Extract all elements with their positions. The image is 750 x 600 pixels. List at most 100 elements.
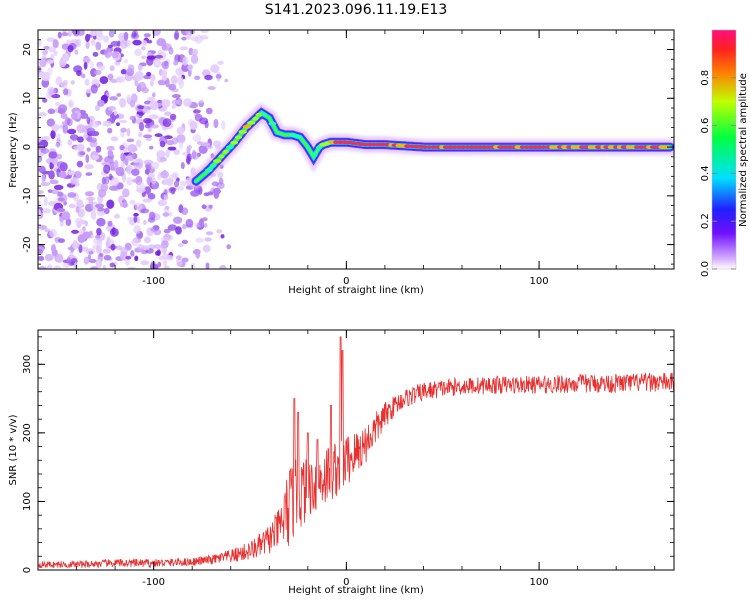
noise-blob xyxy=(202,244,211,253)
noise-blob xyxy=(149,100,159,109)
noise-blob xyxy=(210,64,220,73)
y-tick-label: 300 xyxy=(22,355,33,374)
ridge-peak xyxy=(205,168,213,173)
noise-blob xyxy=(133,212,139,217)
x-tick-label: 0 xyxy=(343,577,349,588)
noise-blob xyxy=(53,184,64,190)
noise-blob xyxy=(167,224,177,231)
noise-blob xyxy=(110,136,119,142)
y-tick-label: 200 xyxy=(22,423,33,442)
noise-blob xyxy=(47,86,56,96)
noise-blob xyxy=(107,220,113,227)
noise-blob xyxy=(38,266,47,269)
noise-blob xyxy=(38,249,44,255)
colorbar-label: Normalized spectral amplitude xyxy=(738,73,749,227)
noise-blob xyxy=(219,265,227,269)
noise-blob xyxy=(102,248,111,254)
noise-blob xyxy=(146,71,152,77)
noise-blob xyxy=(38,255,45,261)
noise-blob xyxy=(120,152,126,162)
noise-blob xyxy=(103,254,112,261)
noise-blob xyxy=(152,92,156,98)
noise-blob xyxy=(109,96,118,101)
noise-blob xyxy=(162,259,168,266)
noise-blob xyxy=(192,134,202,142)
noise-blob xyxy=(119,119,128,124)
noise-blob xyxy=(114,160,119,169)
noise-blob xyxy=(92,154,100,161)
noise-blob xyxy=(173,180,180,188)
noise-blob xyxy=(67,192,77,198)
noise-blob xyxy=(50,130,56,140)
ridge-peak xyxy=(226,145,234,150)
noise-blob xyxy=(185,218,194,228)
noise-blob xyxy=(194,75,201,81)
colorbar-ticks: 0.0 0.2 0.4 0.6 0.8 xyxy=(700,70,736,277)
y-tick-label: 0 xyxy=(22,144,33,150)
noise-blob xyxy=(132,39,142,46)
noise-blob xyxy=(153,59,162,68)
noise-blob xyxy=(67,139,73,146)
ridge-peak xyxy=(434,145,441,150)
ridge-peak xyxy=(587,145,594,150)
noise-blob xyxy=(76,199,84,209)
noise-blob xyxy=(205,231,214,236)
noise-blob xyxy=(108,173,113,181)
noise-blob xyxy=(140,208,150,214)
noise-blob xyxy=(77,136,84,143)
noise-blob xyxy=(97,64,106,71)
noise-blob xyxy=(134,80,139,87)
noise-blob xyxy=(40,148,50,154)
noise-blob xyxy=(67,45,74,53)
noise-blob xyxy=(194,113,203,122)
noise-blob xyxy=(177,243,184,248)
noise-blob xyxy=(144,124,152,129)
noise-blob xyxy=(143,236,151,244)
noise-blob xyxy=(50,189,60,195)
noise-blob xyxy=(119,98,127,108)
ridge-peak xyxy=(218,154,225,159)
noise-blob xyxy=(38,200,41,206)
noise-blob xyxy=(107,127,113,134)
noise-blob xyxy=(66,39,72,45)
figure-title: S141.2023.096.11.19.E13 xyxy=(265,2,448,18)
noise-blob xyxy=(169,187,177,192)
noise-blob xyxy=(135,139,142,148)
noise-blob xyxy=(187,145,192,150)
noise-blob xyxy=(195,249,201,259)
noise-blob xyxy=(38,137,42,144)
noise-blob xyxy=(217,171,224,179)
noise-blob xyxy=(181,63,190,72)
noise-blob xyxy=(58,104,68,113)
x-tick-label: -100 xyxy=(142,276,165,287)
noise-blob xyxy=(106,91,112,97)
noise-blob xyxy=(162,212,170,217)
noise-blob xyxy=(51,94,61,99)
noise-blob xyxy=(182,223,187,230)
noise-blob xyxy=(179,46,188,51)
noise-blob xyxy=(69,251,74,259)
noise-blob xyxy=(86,147,91,152)
noise-blob xyxy=(41,174,46,183)
noise-blob xyxy=(137,64,143,71)
ridge-peak xyxy=(519,145,526,150)
axis-ticks: -100 0 100 0 100 200 300 xyxy=(22,330,674,588)
noise-blob xyxy=(208,204,213,209)
noise-blob xyxy=(140,260,149,266)
noise-blob xyxy=(57,191,64,197)
noise-blob xyxy=(131,168,140,176)
ridge-peak xyxy=(242,124,251,129)
noise-blob xyxy=(58,59,67,68)
noise-blob xyxy=(55,76,63,86)
noise-blob xyxy=(181,239,188,245)
noise-blob xyxy=(164,111,172,116)
noise-blob xyxy=(175,67,184,76)
noise-blob xyxy=(167,146,177,151)
noise-blob xyxy=(152,30,161,37)
noise-blob xyxy=(143,33,151,38)
noise-blob xyxy=(173,216,183,224)
noise-blob xyxy=(134,71,144,81)
noise-blob xyxy=(120,69,127,75)
noise-blob xyxy=(204,74,213,81)
ridge-peak xyxy=(294,134,302,139)
